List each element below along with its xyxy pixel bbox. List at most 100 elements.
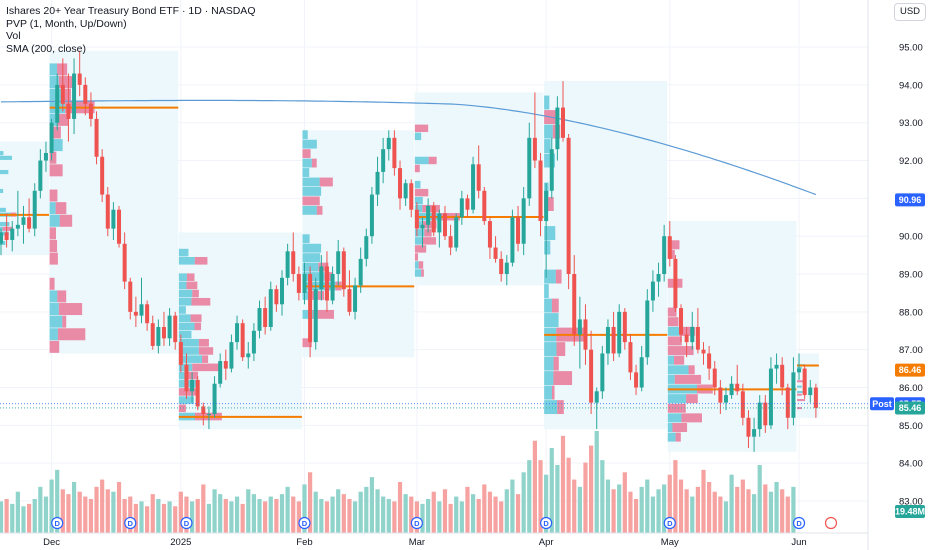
candle-body (723, 395, 728, 403)
profile-up-bar (178, 248, 189, 257)
profile-up-bar (544, 139, 551, 153)
profile-down-bar (178, 388, 199, 396)
profile-down-bar (62, 315, 67, 328)
volume-bar (364, 486, 369, 533)
profile-up-bar (414, 132, 422, 141)
post-label: Post (872, 399, 892, 409)
candle-body (212, 383, 217, 414)
candles-layer (0, 50, 818, 452)
candle-body (808, 387, 813, 396)
profile-up-bar (544, 95, 550, 110)
volume-bar (319, 499, 324, 533)
profile-up-bar (414, 229, 425, 237)
volume-bar (499, 501, 504, 533)
profile-up-bar (0, 207, 6, 212)
volume-bar (723, 501, 729, 533)
volume-bar (459, 501, 464, 533)
price-tick-label: 92.00 (899, 156, 923, 167)
sma-indicator-label[interactable]: SMA (200, close) (6, 42, 86, 55)
profile-up-bar (49, 113, 58, 126)
profile-down-bar (302, 149, 311, 159)
candle-body (442, 213, 447, 237)
dividend-marker (540, 516, 553, 530)
time-tick-label: Apr (539, 537, 554, 548)
profile-up-bar (302, 234, 310, 244)
sma-price-tag-bg (895, 193, 925, 207)
dividend-marker-letter: D (667, 519, 673, 528)
candle-body (128, 281, 133, 312)
time-axis[interactable]: Dec 2025 Feb Mar Apr May Jun (43, 537, 807, 548)
candle-body (66, 103, 71, 119)
volume-bar (167, 501, 172, 533)
candle-body (768, 368, 773, 426)
profile-down-bar (302, 196, 320, 206)
volume-bar (437, 501, 442, 533)
profile-up-bar (0, 231, 9, 236)
volume-bar (251, 494, 256, 533)
poc-price-tag-bg (895, 363, 925, 377)
profile-down-bar (318, 262, 329, 272)
candle-body (4, 232, 9, 240)
candle-body (589, 349, 594, 403)
profile-down-bar (186, 273, 195, 281)
profile-up-bar (178, 330, 192, 339)
profile-up-bar (302, 253, 321, 263)
volume-bar (487, 491, 493, 533)
candle-body (611, 326, 616, 354)
profile-down-bar (57, 328, 86, 341)
volume-bar (173, 506, 178, 533)
volume-bar (234, 496, 240, 533)
volume-bar (403, 494, 408, 533)
profile-down-bar (421, 269, 424, 277)
volume-bar (88, 499, 94, 533)
profile-up-bar (302, 187, 322, 196)
candle-body (178, 342, 183, 365)
poc-price-tag: 86.46 (899, 365, 922, 375)
profile-up-bar (667, 326, 680, 336)
dividend-marker (51, 516, 64, 530)
profile-down-bar (667, 307, 677, 317)
profile-down-bar (414, 188, 429, 197)
volume-bar (442, 489, 448, 533)
dividend-marker-letter: D (302, 519, 308, 528)
candle-body (257, 308, 262, 331)
volume-bar (735, 486, 740, 533)
candle-body (336, 251, 341, 275)
profile-up-bar (302, 158, 312, 168)
volume-bar (594, 431, 599, 533)
volume-bar (184, 496, 189, 533)
volume-bar (347, 499, 352, 533)
currency-button[interactable]: USD (894, 3, 926, 21)
candle-body (386, 137, 391, 150)
candle-body (690, 326, 695, 343)
candle-body (117, 209, 122, 244)
profile-up-bar (544, 226, 556, 241)
pvp-indicator-label[interactable]: PVP (1, Month, Up/Down) (6, 17, 127, 30)
profile-up-bar (667, 355, 674, 365)
volume-bar (313, 491, 318, 533)
candle-body (521, 198, 526, 244)
candle-body (88, 103, 93, 119)
volume-bar (296, 501, 301, 533)
candle-body (72, 73, 77, 119)
profile-down-bar (49, 227, 56, 240)
volume-bar (105, 489, 110, 533)
volume-bar (515, 494, 521, 533)
volume-indicator-label[interactable]: Vol (6, 30, 21, 42)
profile-up-bar (544, 342, 557, 357)
profile-up-bar (302, 139, 317, 149)
profile-up-bar (49, 76, 59, 89)
volume-bar (645, 479, 650, 533)
price-tick-label: 95.00 (899, 43, 923, 54)
profile-up-bar (178, 297, 192, 306)
volume-bar (38, 486, 43, 533)
profile-down-bar (311, 158, 317, 168)
volume-bar (274, 499, 279, 533)
volume-bar (212, 489, 217, 533)
candle-body (60, 84, 65, 104)
profile-down-bar (681, 413, 702, 423)
volume-bar (83, 496, 88, 533)
volume-bar (690, 496, 695, 533)
profile-down-bar (190, 314, 202, 322)
